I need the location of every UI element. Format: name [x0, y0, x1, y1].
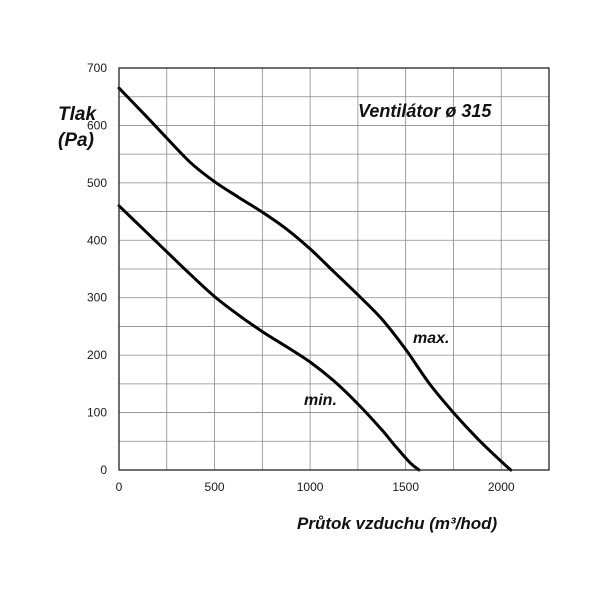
series-label-max: max.	[413, 330, 449, 347]
series-line-max	[117, 86, 513, 472]
x-tick-label: 500	[205, 480, 225, 494]
x-axis-ticks: 0 500 1000 1500 2000	[116, 480, 515, 494]
y-tick-label: 300	[87, 291, 107, 305]
y-axis-label-line2: (Pa)	[58, 130, 94, 151]
y-tick-label: 200	[87, 348, 107, 362]
chart-title: Ventilátor ø 315	[358, 101, 492, 121]
x-tick-label: 2000	[488, 480, 515, 494]
y-tick-label: 0	[100, 463, 107, 477]
y-tick-label: 600	[87, 118, 107, 132]
plot-frame	[118, 67, 550, 471]
y-tick-label: 700	[87, 61, 107, 75]
y-axis-ticks: 0 100 200 300 400 500 600 700	[87, 61, 107, 477]
x-axis-label: Průtok vzduchu (m³/hod)	[297, 514, 498, 533]
series-line-min	[117, 204, 421, 472]
series-label-min: min.	[304, 392, 337, 409]
y-tick-label: 400	[87, 233, 107, 247]
x-tick-label: 0	[116, 480, 123, 494]
x-tick-label: 1000	[297, 480, 324, 494]
grid	[119, 68, 549, 470]
y-tick-label: 500	[87, 176, 107, 190]
y-axis-label-line1: Tlak	[58, 104, 97, 125]
series-group	[117, 86, 513, 472]
x-tick-label: 1500	[392, 480, 419, 494]
y-tick-label: 100	[87, 406, 107, 420]
